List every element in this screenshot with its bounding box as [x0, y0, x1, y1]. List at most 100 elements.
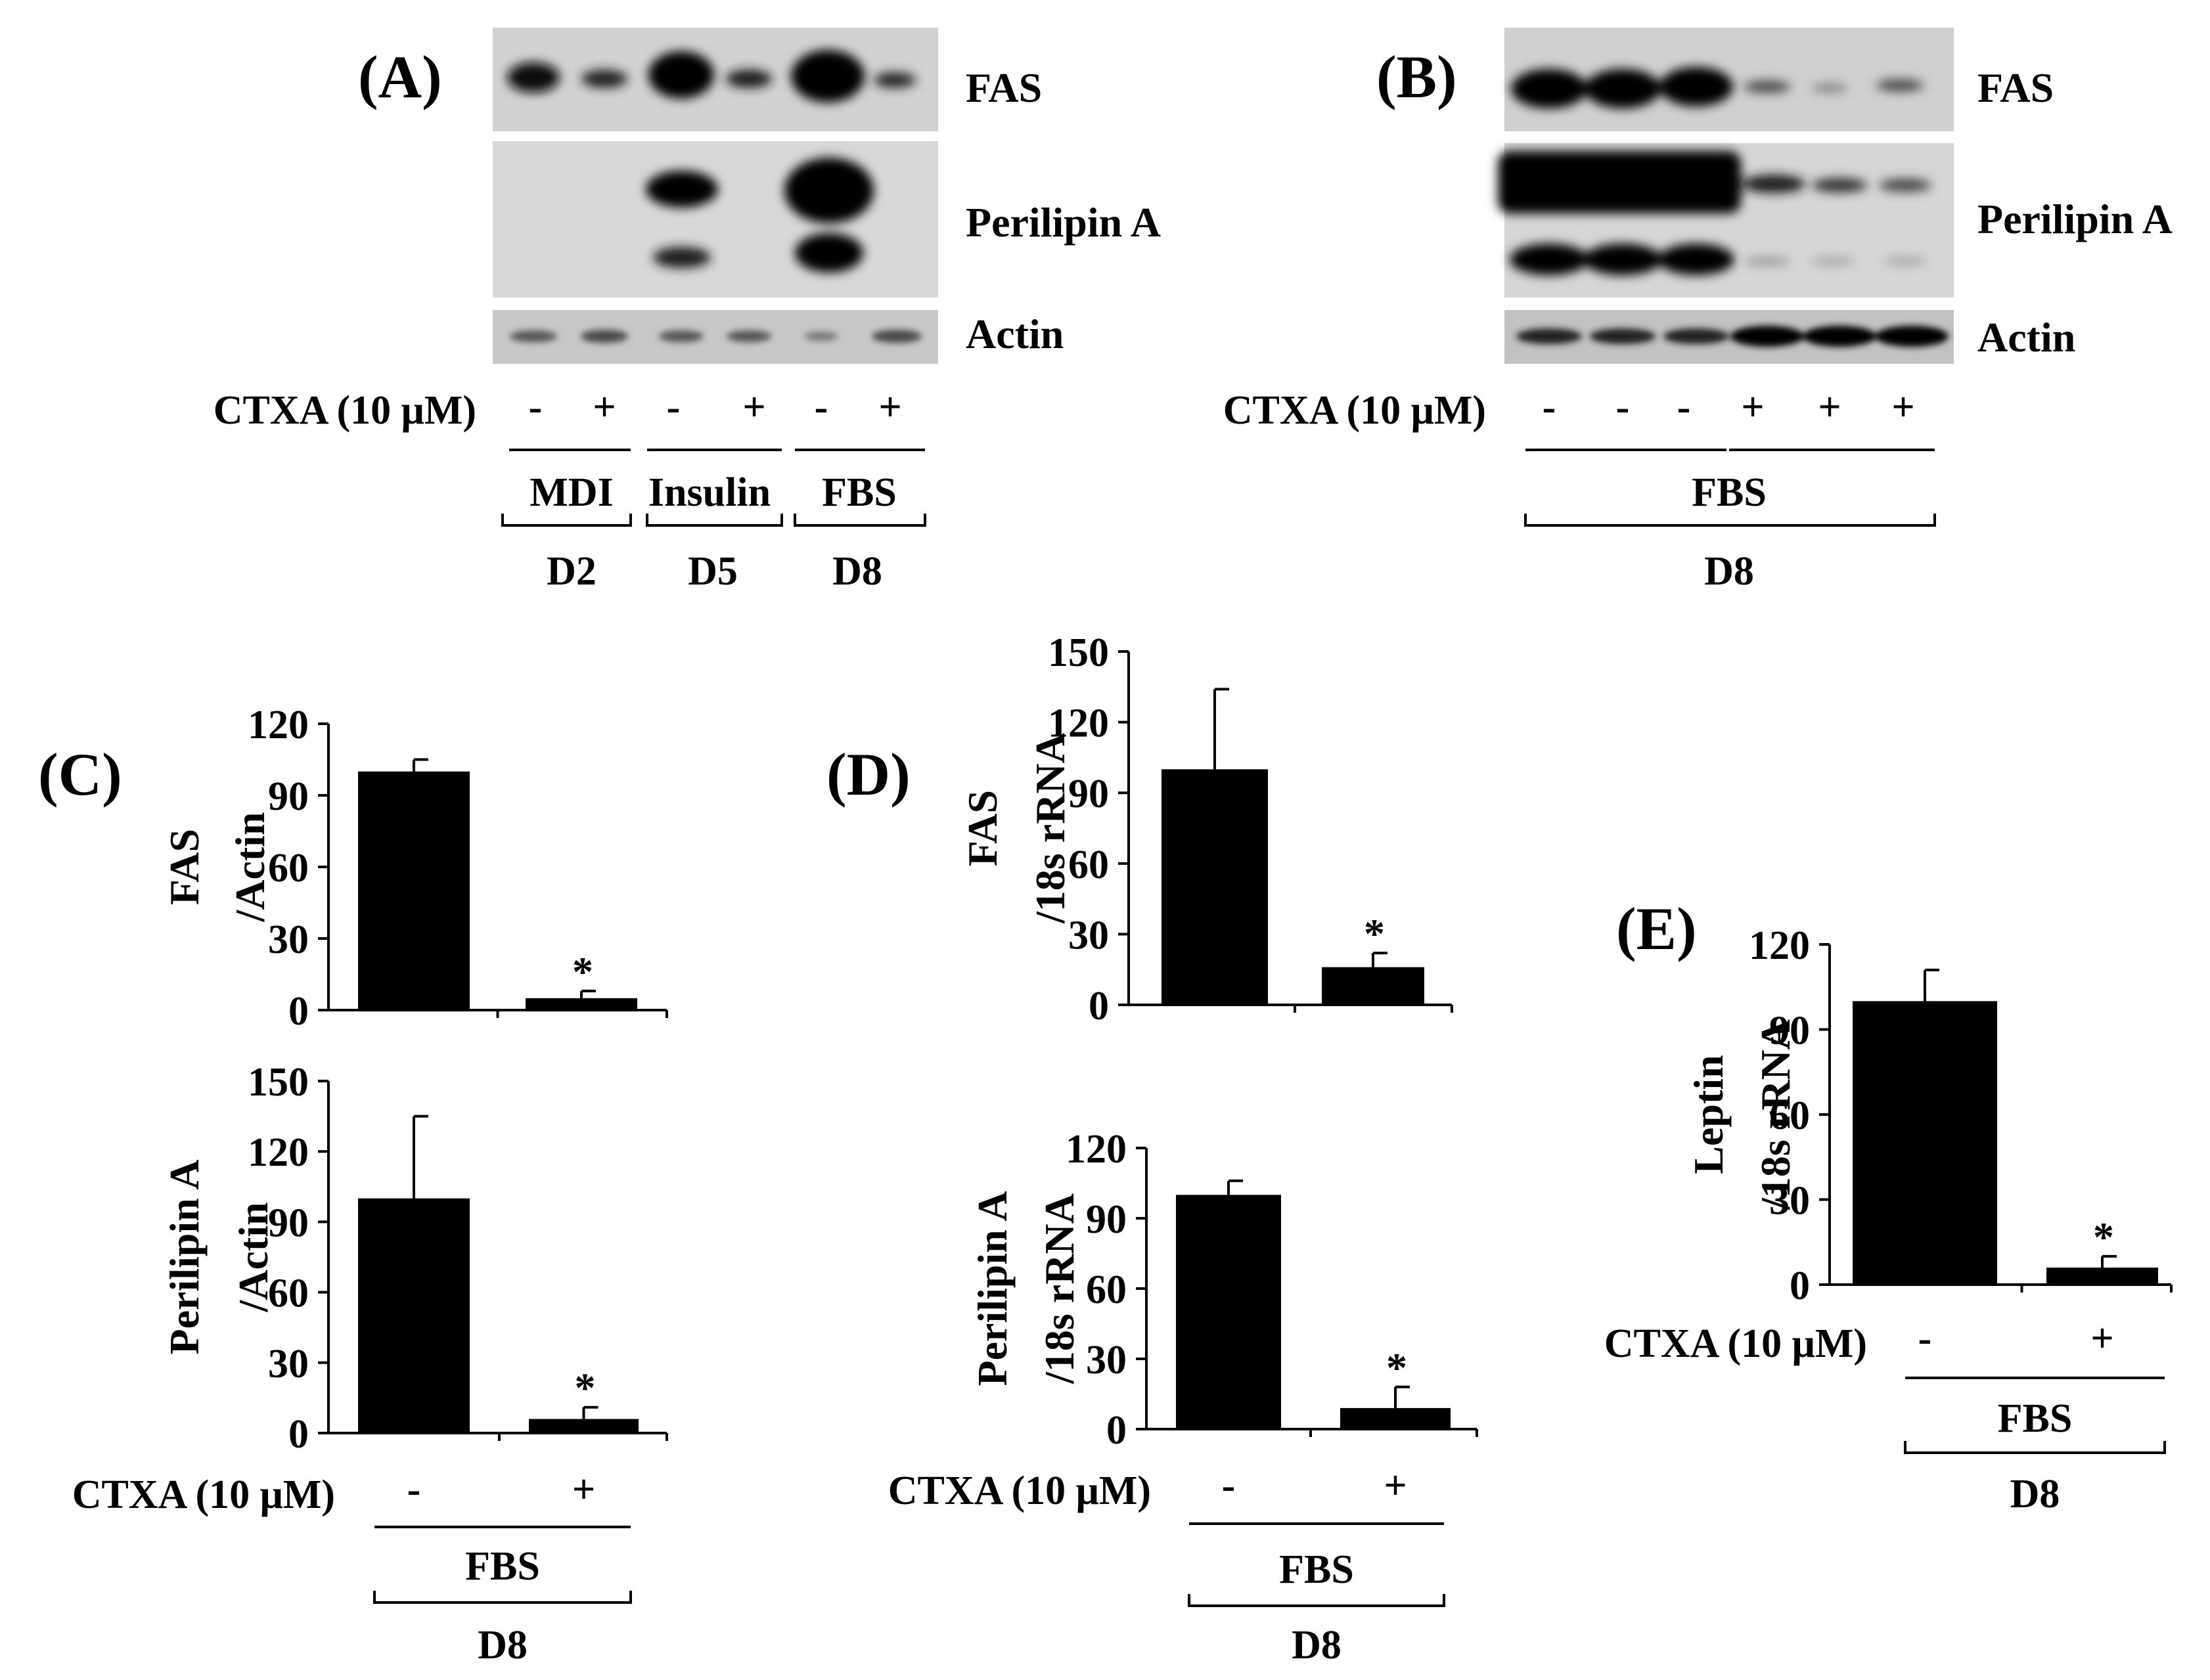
significance-d-top-1: * — [1364, 910, 1385, 957]
y-label-d-bottom-1: /18s rRNA — [1036, 1193, 1083, 1384]
day-labels-a: D2 D5 D8 — [547, 549, 882, 594]
y-tick-label-e-120: 120 — [1749, 923, 1810, 968]
blot-a-fas — [493, 28, 938, 131]
sign-a-1: - — [529, 385, 543, 430]
y-label-c-bottom-0: Perilipin A — [161, 1160, 208, 1355]
sign-a-5: - — [815, 385, 828, 430]
day-a-d5: D5 — [688, 549, 738, 594]
day-bracket-e — [1904, 1441, 2166, 1454]
significance-e-1: * — [2093, 1214, 2114, 1260]
y-tick-label-d-bottom-90: 90 — [1086, 1197, 1127, 1242]
chart-e: 0 30 60 90 120 Leptin/18s rRNA * CTXA (10 μM) - +… — [1604, 923, 2173, 1516]
chart-c-bottom: 0 30 60 90 120 150 Perilipin A/Actin * CTXA (10 … — [72, 1060, 668, 1668]
day-bracket-d-bottom — [1188, 1594, 1445, 1607]
band-label-b-actin: Actin — [1977, 314, 2075, 361]
day-label-c-bottom: D8 — [478, 1623, 528, 1668]
panel-label-a: (A) — [358, 43, 442, 110]
band-label-b-fas: FAS — [1977, 64, 2054, 111]
bar-d-bottom-0 — [1176, 1195, 1281, 1429]
sign-b-2: - — [1616, 385, 1630, 430]
y-label-c-top-0: FAS — [161, 829, 208, 905]
y-tick-label-d-top-120: 120 — [1048, 701, 1109, 746]
y-label-d-top-1: /18s rRNA — [1027, 733, 1073, 924]
bar-e-0 — [1853, 1001, 1997, 1285]
treatment-label-d-bottom: CTXA (10 μM) — [888, 1469, 1151, 1513]
treatment-signs-a: - + - + - + — [529, 385, 902, 430]
bar-d-top-1 — [1322, 967, 1424, 1005]
bar-d-top-0 — [1161, 769, 1268, 1005]
y-tick-label-e-0: 0 — [1790, 1264, 1810, 1308]
panel-label-c: (C) — [38, 741, 122, 808]
y-tick-label-c-bottom-150: 150 — [248, 1060, 309, 1105]
chart-d-top: 0 30 60 90 120 150 FAS/18s rRNA * — [959, 630, 1453, 1028]
sign-a-2: + — [593, 385, 616, 430]
sign-a-4: + — [742, 385, 765, 430]
y-tick-label-d-bottom-30: 30 — [1086, 1338, 1127, 1382]
significance-c-bottom-1: * — [575, 1365, 596, 1411]
day-b-d8: D8 — [1704, 549, 1754, 594]
y-tick-label-c-bottom-30: 30 — [268, 1342, 309, 1386]
blot-a-fas-bands — [507, 50, 916, 102]
group-b-fbs: FBS — [1692, 470, 1767, 515]
bar-d-bottom-1 — [1340, 1407, 1451, 1429]
y-tick-label-d-bottom-60: 60 — [1086, 1268, 1127, 1312]
y-tick-label-c-top-90: 90 — [268, 774, 309, 819]
y-tick-label-c-bottom-0: 0 — [288, 1412, 309, 1457]
x-category-e-1: + — [2090, 1316, 2113, 1361]
sign-a-3: - — [667, 385, 681, 430]
treatment-label-a: CTXA (10 μM) — [214, 388, 476, 433]
y-tick-label-d-top-150: 150 — [1048, 630, 1109, 675]
y-tick-label-e-60: 60 — [1769, 1094, 1810, 1138]
day-bracket-c-bottom — [373, 1591, 632, 1604]
y-label-d-top-0: FAS — [959, 790, 1006, 866]
y-label-d-bottom-0: Perilipin A — [969, 1191, 1016, 1386]
panel-label-b: (B) — [1376, 43, 1457, 110]
blot-a-actin — [493, 310, 938, 364]
bar-c-bottom-0 — [358, 1198, 470, 1433]
y-tick-label-e-30: 30 — [1769, 1179, 1810, 1224]
sign-b-3: - — [1677, 385, 1691, 430]
y-tick-label-c-bottom-120: 120 — [248, 1130, 309, 1175]
day-label-d-bottom: D8 — [1292, 1623, 1342, 1668]
blot-a-actin-bands — [510, 330, 922, 343]
y-label-e-1: /18s rRNA — [1752, 1019, 1799, 1210]
sign-b-5: + — [1818, 385, 1841, 430]
y-tick-label-c-top-120: 120 — [248, 703, 309, 747]
group-label-c-bottom: FBS — [465, 1544, 540, 1589]
y-tick-label-c-bottom-60: 60 — [268, 1271, 309, 1316]
chart-d-bottom: 0 30 60 90 120 Perilipin A/18s rRNA * CTXA (10 … — [888, 1127, 1478, 1668]
blot-b-fas-bands — [1511, 67, 1924, 108]
y-tick-label-d-top-90: 90 — [1068, 772, 1109, 816]
y-tick-label-c-top-0: 0 — [288, 989, 309, 1034]
x-category-c-bottom-1: + — [572, 1467, 595, 1512]
sign-b-4: + — [1741, 385, 1764, 430]
day-label-e: D8 — [2010, 1472, 2060, 1516]
y-label-c-bottom-1: /Actin — [230, 1202, 277, 1312]
group-label-e: FBS — [1998, 1396, 2073, 1441]
blot-a-perilipin-bands — [646, 158, 874, 273]
panel-label-e: (E) — [1616, 895, 1697, 962]
bar-c-bottom-1 — [529, 1419, 639, 1433]
sign-a-6: + — [878, 385, 901, 430]
y-tick-label-c-top-30: 30 — [268, 917, 309, 962]
y-tick-label-e-90: 90 — [1769, 1009, 1810, 1053]
y-tick-label-d-top-0: 0 — [1089, 984, 1109, 1028]
blot-b-actin-bands — [1516, 326, 1949, 347]
treatment-label-e: CTXA (10 μM) — [1604, 1321, 1867, 1366]
bar-c-top-0 — [358, 771, 470, 1010]
x-category-d-bottom-1: + — [1384, 1463, 1407, 1508]
treatment-label-c-bottom: CTXA (10 μM) — [72, 1472, 335, 1517]
day-a-d2: D2 — [547, 549, 597, 594]
x-category-c-bottom-0: - — [407, 1467, 421, 1512]
y-tick-label-d-bottom-0: 0 — [1106, 1408, 1127, 1453]
y-label-e-0: Leptin — [1685, 1055, 1732, 1174]
bar-c-top-1 — [526, 998, 637, 1010]
significance-c-top-1: * — [572, 948, 593, 995]
panel-label-d: (D) — [826, 741, 911, 808]
band-label-a-perilipin: Perilipin A — [966, 199, 1161, 246]
blot-a-perilipin — [493, 141, 938, 298]
y-tick-label-d-bottom-120: 120 — [1066, 1127, 1127, 1172]
group-label-d-bottom: FBS — [1279, 1547, 1354, 1592]
band-label-a-fas: FAS — [966, 64, 1042, 111]
